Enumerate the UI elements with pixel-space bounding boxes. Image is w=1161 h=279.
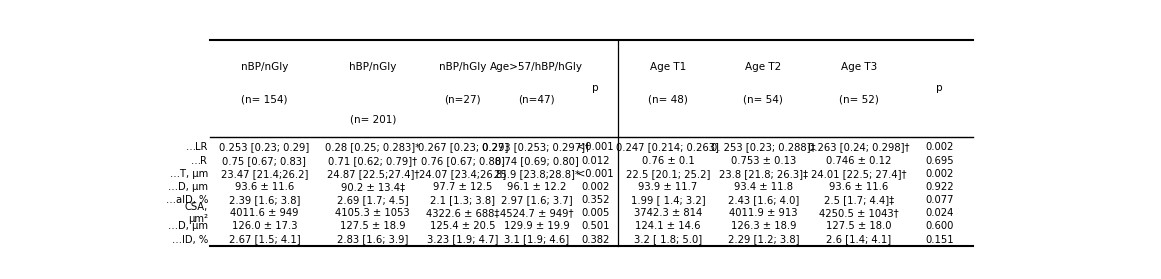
Text: Age>57/hBP/hGly: Age>57/hBP/hGly [490,62,583,72]
Text: 0.267 [0.23; 0.29]: 0.267 [0.23; 0.29] [418,143,507,153]
Text: 93.6 ± 11.6: 93.6 ± 11.6 [829,182,888,192]
Text: 0.28 [0.25; 0.283]*: 0.28 [0.25; 0.283]* [325,143,420,153]
Text: 0.002: 0.002 [925,143,954,153]
Text: …ID, %: …ID, % [172,235,208,245]
Text: Age T2: Age T2 [745,62,781,72]
Text: 2.6 [1.4; 4.1]: 2.6 [1.4; 4.1] [827,235,892,245]
Text: 2.97 [1.6; 3.7]: 2.97 [1.6; 3.7] [500,195,572,205]
Text: 4524.7 ± 949†: 4524.7 ± 949† [499,208,574,218]
Text: 129.9 ± 19.9: 129.9 ± 19.9 [504,222,569,231]
Text: 124.1 ± 14.6: 124.1 ± 14.6 [635,222,700,231]
Text: 126.0 ± 17.3: 126.0 ± 17.3 [231,222,297,231]
Text: 23.47 [21.4;26.2]: 23.47 [21.4;26.2] [221,169,308,179]
Text: 93.6 ± 11.6: 93.6 ± 11.6 [235,182,294,192]
Text: 2.83 [1.6; 3.9]: 2.83 [1.6; 3.9] [337,235,409,245]
Text: 0. 253 [0.23; 0.288]‡: 0. 253 [0.23; 0.288]‡ [711,143,815,153]
Text: CSA,
μm²: CSA, μm² [185,203,208,224]
Text: 3.23 [1.9; 4.7]: 3.23 [1.9; 4.7] [427,235,498,245]
Text: 0.74 [0.69; 0.80]: 0.74 [0.69; 0.80] [495,156,578,166]
Text: <0.001: <0.001 [577,143,614,153]
Text: 24.01 [22.5; 27.4]†: 24.01 [22.5; 27.4]† [810,169,907,179]
Text: 23.8 [21.8; 26.3]‡: 23.8 [21.8; 26.3]‡ [719,169,808,179]
Text: 4011.9 ± 913: 4011.9 ± 913 [729,208,798,218]
Text: 0.695: 0.695 [925,156,954,166]
Text: 0.024: 0.024 [925,208,954,218]
Text: …D, μm: …D, μm [168,182,208,192]
Text: 4011.6 ± 949: 4011.6 ± 949 [230,208,298,218]
Text: 2.39 [1.6; 3.8]: 2.39 [1.6; 3.8] [229,195,300,205]
Text: 4322.6 ± 688‡: 4322.6 ± 688‡ [426,208,499,218]
Text: 125.4 ± 20.5: 125.4 ± 20.5 [430,222,496,231]
Text: 4250.5 ± 1043†: 4250.5 ± 1043† [819,208,899,218]
Text: 0.012: 0.012 [582,156,610,166]
Text: 0.005: 0.005 [582,208,610,218]
Text: 0.501: 0.501 [582,222,610,231]
Text: 0.263 [0.24; 0.298]†: 0.263 [0.24; 0.298]† [808,143,909,153]
Text: 2.5 [1.7; 4.4]‡: 2.5 [1.7; 4.4]‡ [823,195,894,205]
Text: 0.247 [0.214; 0.263]: 0.247 [0.214; 0.263] [616,143,720,153]
Text: 0.922: 0.922 [925,182,954,192]
Text: 0.002: 0.002 [582,182,610,192]
Text: <0.001: <0.001 [577,169,614,179]
Text: 97.7 ± 12.5: 97.7 ± 12.5 [433,182,492,192]
Text: (n=27): (n=27) [445,95,481,105]
Text: 126.3 ± 18.9: 126.3 ± 18.9 [730,222,796,231]
Text: (n= 52): (n= 52) [838,95,879,105]
Text: 2.1 [1.3; 3.8]: 2.1 [1.3; 3.8] [431,195,496,205]
Text: 96.1 ± 12.2: 96.1 ± 12.2 [507,182,567,192]
Text: 0.76 ± 0.1: 0.76 ± 0.1 [642,156,694,166]
Text: 3742.3 ± 814: 3742.3 ± 814 [634,208,702,218]
Text: nBP/hGly: nBP/hGly [439,62,486,72]
Text: 3.2 [ 1.8; 5.0]: 3.2 [ 1.8; 5.0] [634,235,702,245]
Text: 93.9 ± 11.7: 93.9 ± 11.7 [639,182,698,192]
Text: 0.753 ± 0.13: 0.753 ± 0.13 [730,156,796,166]
Text: 2.69 [1.7; 4.5]: 2.69 [1.7; 4.5] [337,195,409,205]
Text: (n= 54): (n= 54) [743,95,784,105]
Text: p: p [936,83,943,93]
Text: nBP/nGly: nBP/nGly [240,62,288,72]
Text: 0.75 [0.67; 0.83]: 0.75 [0.67; 0.83] [223,156,307,166]
Text: 4105.3 ± 1053: 4105.3 ± 1053 [336,208,410,218]
Text: …D, μm: …D, μm [168,222,208,231]
Text: 0.71 [0.62; 0.79]†: 0.71 [0.62; 0.79]† [329,156,418,166]
Text: 0.600: 0.600 [925,222,954,231]
Text: 127.5 ± 18.0: 127.5 ± 18.0 [825,222,892,231]
Text: 0.151: 0.151 [925,235,954,245]
Text: Age T1: Age T1 [650,62,686,72]
Text: Age T3: Age T3 [841,62,877,72]
Text: 2.43 [1.6; 4.0]: 2.43 [1.6; 4.0] [728,195,799,205]
Text: 0.273 [0.253; 0.297]†: 0.273 [0.253; 0.297]† [483,143,591,153]
Text: (n=47): (n=47) [518,95,555,105]
Text: 0.002: 0.002 [925,169,954,179]
Text: 0.352: 0.352 [582,195,610,205]
Text: 90.2 ± 13.4‡: 90.2 ± 13.4‡ [340,182,405,192]
Text: 3.1 [1.9; 4.6]: 3.1 [1.9; 4.6] [504,235,569,245]
Text: 0.382: 0.382 [582,235,610,245]
Text: p: p [592,83,599,93]
Text: 1.99 [ 1.4; 3.2]: 1.99 [ 1.4; 3.2] [630,195,705,205]
Text: 0.077: 0.077 [925,195,954,205]
Text: 93.4 ± 11.8: 93.4 ± 11.8 [734,182,793,192]
Text: …LR: …LR [186,143,208,153]
Text: (n= 154): (n= 154) [241,95,288,105]
Text: (n= 48): (n= 48) [648,95,687,105]
Text: 24.87 [22.5;27.4]†: 24.87 [22.5;27.4]† [326,169,419,179]
Text: 0.76 [0.67; 0.88]: 0.76 [0.67; 0.88] [420,156,505,166]
Text: 0.253 [0.23; 0.29]: 0.253 [0.23; 0.29] [219,143,310,153]
Text: 25.9 [23.8;28.8]*: 25.9 [23.8;28.8]* [493,169,579,179]
Text: …R: …R [192,156,208,166]
Text: 2.67 [1.5; 4.1]: 2.67 [1.5; 4.1] [229,235,301,245]
Text: 2.29 [1.2; 3.8]: 2.29 [1.2; 3.8] [728,235,799,245]
Text: 0.746 ± 0.12: 0.746 ± 0.12 [825,156,892,166]
Text: …aID, %: …aID, % [166,195,208,205]
Text: …T, μm: …T, μm [170,169,208,179]
Text: hBP/nGly: hBP/nGly [349,62,396,72]
Text: 22.5 [20.1; 25.2]: 22.5 [20.1; 25.2] [626,169,711,179]
Text: 127.5 ± 18.9: 127.5 ± 18.9 [340,222,405,231]
Text: 24.07 [23.4;26.8]: 24.07 [23.4;26.8] [419,169,506,179]
Text: (n= 201): (n= 201) [349,114,396,124]
